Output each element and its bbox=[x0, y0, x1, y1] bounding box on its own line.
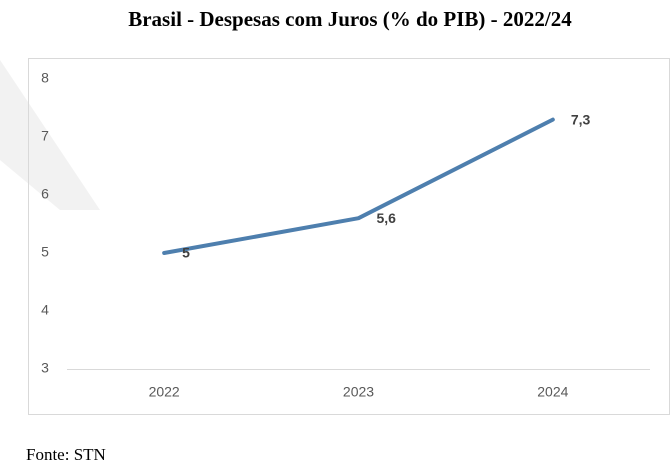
source-note: Fonte: STN bbox=[26, 445, 106, 464]
y-tick-label: 8 bbox=[41, 70, 49, 86]
chart-title: Brasil - Despesas com Juros (% do PIB) -… bbox=[128, 7, 572, 31]
data-line bbox=[162, 117, 555, 255]
y-tick-label: 3 bbox=[41, 360, 49, 376]
x-tick-label: 2022 bbox=[149, 384, 180, 400]
data-label: 5 bbox=[182, 245, 190, 261]
y-tick-label: 4 bbox=[41, 302, 49, 318]
x-tick-label: 2024 bbox=[537, 384, 568, 400]
data-label: 5,6 bbox=[377, 210, 397, 226]
y-tick-label: 5 bbox=[41, 244, 49, 260]
x-tick-label: 2023 bbox=[343, 384, 374, 400]
y-tick-label: 6 bbox=[41, 186, 49, 202]
y-tick-label: 7 bbox=[41, 128, 49, 144]
chart-frame bbox=[28, 58, 670, 415]
data-label: 7,3 bbox=[571, 111, 591, 127]
watermark bbox=[0, 60, 100, 210]
